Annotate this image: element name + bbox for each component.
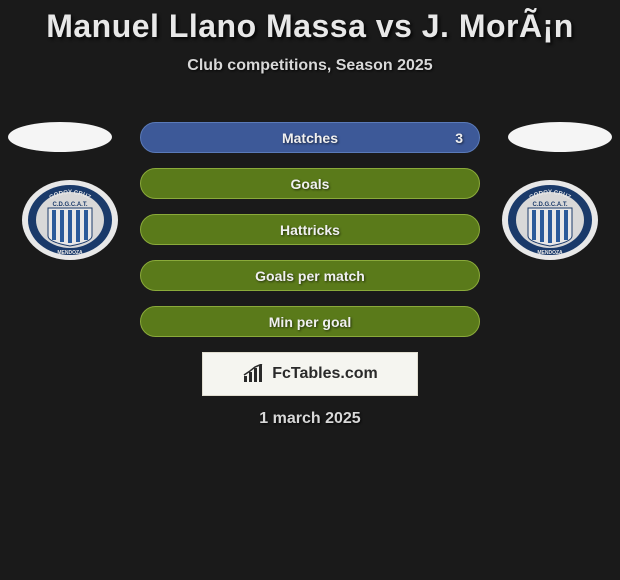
comparison-subtitle: Club competitions, Season 2025 bbox=[0, 57, 620, 75]
stat-row-hattricks: Hattricks bbox=[140, 214, 480, 245]
stat-row-matches: Matches 3 bbox=[140, 122, 480, 153]
stat-value-matches-right: 3 bbox=[455, 130, 463, 146]
stat-label-mpg: Min per goal bbox=[269, 314, 351, 330]
stat-row-goals: Goals bbox=[140, 168, 480, 199]
chart-icon bbox=[242, 364, 266, 384]
stats-container: Matches 3 Goals Hattricks Goals per matc… bbox=[0, 122, 620, 337]
stat-row-goals-per-match: Goals per match bbox=[140, 260, 480, 291]
comparison-title: Manuel Llano Massa vs J. MorÃ¡n bbox=[0, 0, 620, 45]
stat-row-min-per-goal: Min per goal bbox=[140, 306, 480, 337]
stat-label-goals: Goals bbox=[291, 176, 330, 192]
branding-box: FcTables.com bbox=[202, 352, 418, 396]
branding-text: FcTables.com bbox=[272, 365, 378, 383]
comparison-date: 1 march 2025 bbox=[0, 410, 620, 428]
stat-label-gpm: Goals per match bbox=[255, 268, 365, 284]
stat-label-hattricks: Hattricks bbox=[280, 222, 340, 238]
stat-label-matches: Matches bbox=[282, 130, 338, 146]
